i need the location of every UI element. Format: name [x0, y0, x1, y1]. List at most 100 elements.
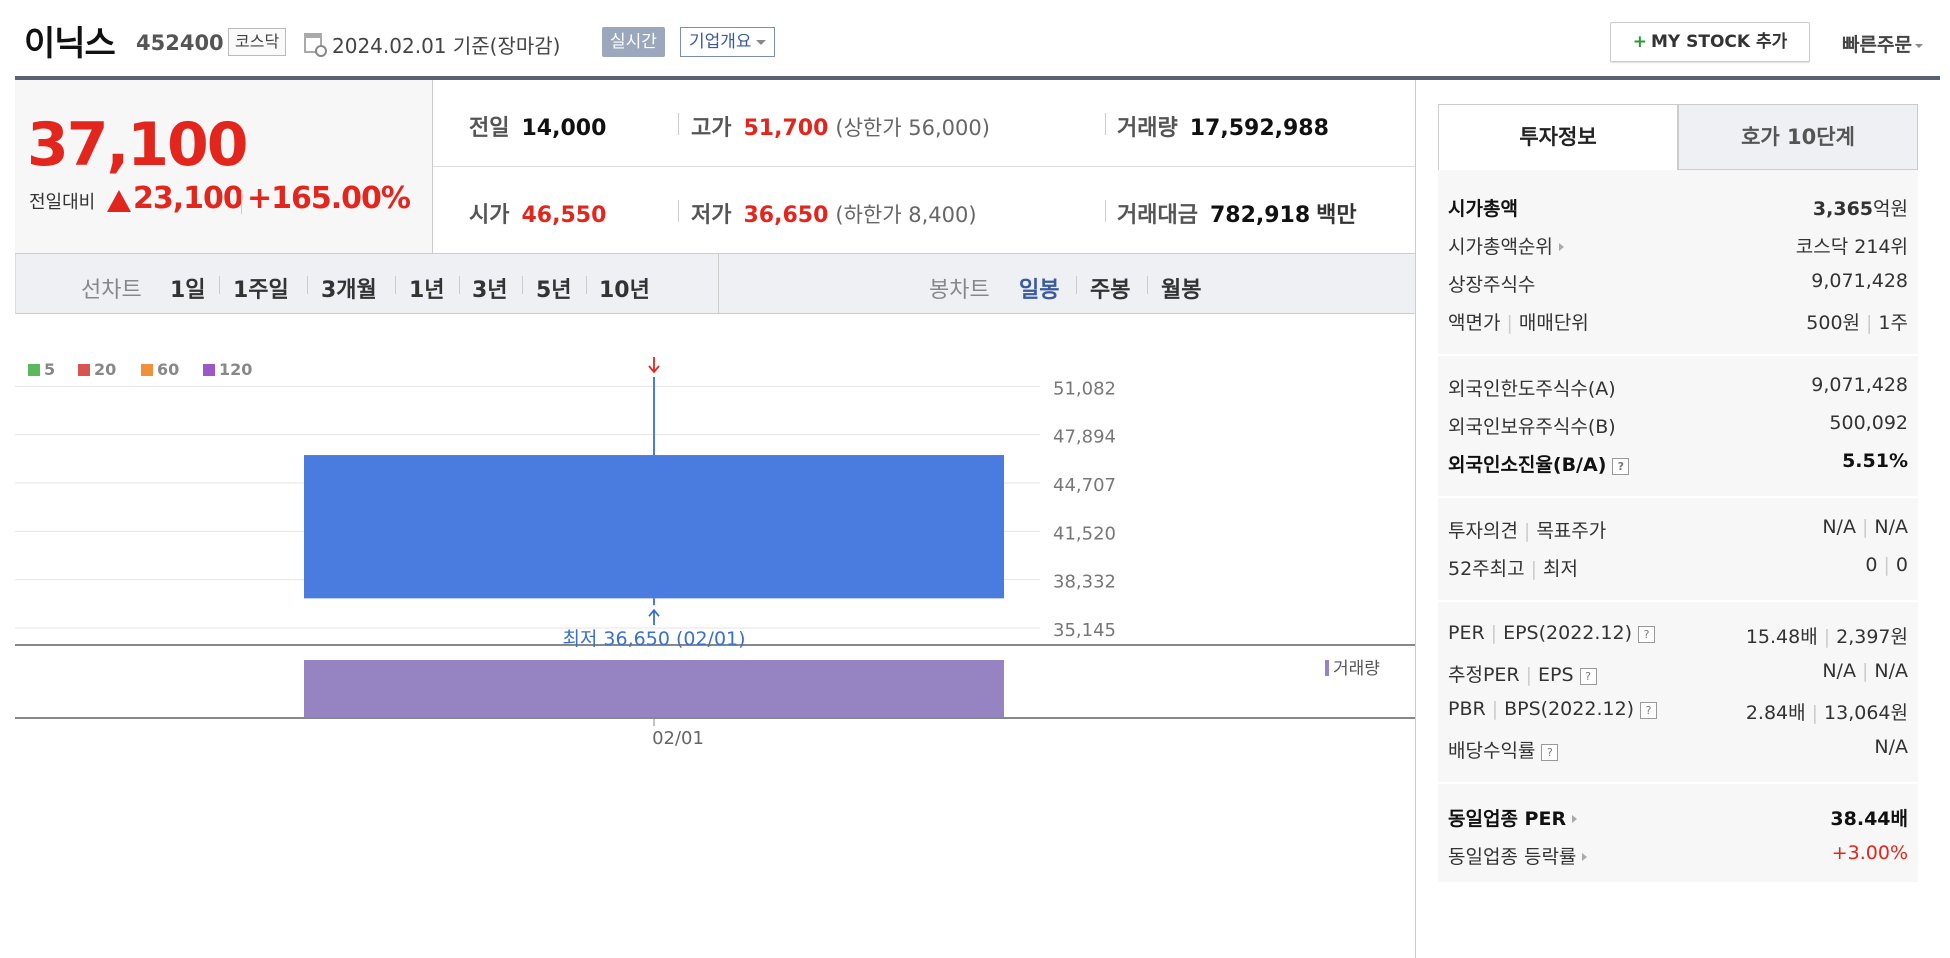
foreign-limit-row: 외국인한도주식수(A) 9,071,428	[1448, 374, 1908, 404]
volume-bar	[304, 660, 1004, 717]
add-my-stock-button[interactable]: + MY STOCK 추가	[1610, 22, 1810, 62]
help-icon[interactable]: ?	[1579, 668, 1597, 685]
sector-per-row[interactable]: 동일업종 PER 38.44배	[1448, 804, 1908, 834]
legend-swatch	[78, 364, 90, 376]
sector-change-value: +3.00%	[1831, 842, 1908, 864]
week52-low-value: 0	[1895, 554, 1908, 576]
period-3y[interactable]: 3년	[472, 278, 508, 303]
help-icon[interactable]: ?	[1541, 744, 1559, 761]
chevron-right-icon	[1582, 853, 1588, 861]
chevron-right-icon	[1558, 243, 1564, 251]
change-label: 전일대비	[29, 192, 96, 213]
legend-ma20: 20	[78, 360, 116, 379]
unit-label: 매매단위	[1518, 312, 1589, 334]
per-value: 15.48배	[1745, 626, 1818, 648]
candle-monthly[interactable]: 월봉	[1161, 278, 1202, 303]
sector-per-label: 동일업종 PER	[1448, 808, 1567, 830]
right-divider	[1415, 80, 1416, 958]
y-tick-label: 35,145	[1053, 620, 1116, 641]
open-value: 46,550	[521, 203, 607, 228]
per-eps-row: PER | EPS(2022.12)? 15.48배 | 2,397원	[1448, 622, 1908, 648]
foreign-hold-value: 500,092	[1829, 412, 1908, 434]
shares-row: 상장주식수 9,071,428	[1448, 270, 1908, 300]
shares-value: 9,071,428	[1811, 270, 1908, 292]
help-icon[interactable]: ?	[1638, 626, 1656, 643]
divider	[1076, 276, 1077, 294]
chevron-down-icon	[1914, 43, 1923, 48]
upper-limit: (상한가 56,000)	[835, 116, 990, 140]
candle-body	[304, 455, 1004, 599]
up-arrow-icon	[648, 608, 660, 626]
market-cap-unit: 억원	[1873, 198, 1908, 220]
divider	[678, 200, 679, 222]
candle-weekly[interactable]: 주봉	[1090, 278, 1131, 303]
market-cap-label: 시가총액	[1448, 198, 1518, 220]
divider	[395, 276, 396, 294]
prev-close: 전일 14,000	[469, 110, 606, 142]
amount-value: 782,918	[1209, 203, 1311, 228]
opinion-row: 투자의견 | 목표주가 N/A | N/A	[1448, 516, 1908, 542]
realtime-button[interactable]: 실시간	[602, 27, 665, 57]
est-per-row: 추정PER | EPS? N/A | N/A	[1448, 660, 1908, 686]
period-5y[interactable]: 5년	[536, 278, 572, 303]
est-eps-label: EPS	[1538, 664, 1574, 686]
y-tick-label: 51,082	[1053, 378, 1116, 399]
par-label: 액면가	[1448, 312, 1501, 334]
opinion-value: N/A	[1822, 516, 1856, 538]
low-value: 36,650	[743, 203, 829, 228]
legend-label: 60	[157, 360, 180, 379]
candle-chart[interactable]: 54,269 51,082 47,894 44,707 41,520 38,332 35,1…	[0, 350, 1420, 958]
dividend-label: 배당수익률	[1448, 740, 1536, 762]
y-tick-label: 54,269	[1053, 350, 1116, 351]
market-cap-row: 시가총액 3,365억원	[1448, 194, 1908, 224]
candle-daily[interactable]: 일봉	[1019, 278, 1060, 303]
line-chart-label: 선차트	[81, 278, 142, 303]
foreign-hold-label: 외국인보유주식수(B)	[1448, 416, 1616, 438]
cap-rank-label: 시가총액순위	[1448, 236, 1553, 258]
bps-label: BPS	[1504, 698, 1541, 720]
period-1y[interactable]: 1년	[409, 278, 445, 303]
tab-invest-info[interactable]: 투자정보	[1438, 104, 1678, 170]
par-unit-row: 액면가 | 매매단위 500원 | 1주	[1448, 312, 1908, 334]
foreign-ratio-label: 외국인소진율(B/A)	[1448, 454, 1607, 476]
legend-swatch	[203, 364, 215, 376]
volume-value: 17,592,988	[1189, 116, 1329, 141]
pbr-label: PBR	[1448, 698, 1486, 720]
tab-orderbook[interactable]: 호가 10단계	[1678, 104, 1918, 170]
legend-swatch	[28, 364, 40, 376]
quick-order-label: 빠른주문	[1842, 34, 1912, 56]
quick-order-menu[interactable]: 빠른주문	[1842, 30, 1923, 57]
period-10y[interactable]: 10년	[599, 278, 650, 303]
help-icon[interactable]: ?	[1612, 458, 1630, 475]
foreign-ratio-value: 5.51%	[1842, 450, 1908, 472]
open-price: 시가 46,550	[469, 197, 606, 229]
plus-icon: +	[1632, 32, 1647, 52]
est-eps-value: N/A	[1874, 660, 1908, 682]
divider	[678, 113, 679, 135]
period-3m[interactable]: 3개월	[321, 278, 377, 303]
foreign-hold-row: 외국인보유주식수(B) 500,092	[1448, 412, 1908, 442]
stock-name: 이닉스	[24, 24, 116, 64]
section-divider	[1438, 496, 1918, 498]
cap-rank-row[interactable]: 시가총액순위 코스닥 214위	[1448, 232, 1908, 262]
period-1w[interactable]: 1주일	[233, 278, 289, 303]
invest-info-panel: 시가총액 3,365억원 시가총액순위 코스닥 214위 상장주식수 9,071,42…	[1438, 170, 1918, 882]
divider	[718, 254, 719, 314]
base-date: 2024.02.01 기준(장마감)	[332, 34, 561, 58]
target-label: 목표주가	[1536, 520, 1607, 542]
unit-value: 1주	[1878, 312, 1908, 334]
sector-change-row[interactable]: 동일업종 등락률 +3.00%	[1448, 842, 1908, 872]
per-label: PER	[1448, 622, 1485, 644]
low-annotation: 최저 36,650 (02/01)	[562, 628, 745, 650]
opinion-label: 투자의견	[1448, 520, 1518, 542]
company-overview-dropdown[interactable]: 기업개요	[680, 27, 775, 57]
period-1d[interactable]: 1일	[170, 278, 206, 303]
volume-label: 거래량	[1117, 116, 1178, 141]
pbr-value: 2.84배	[1745, 702, 1806, 724]
help-icon[interactable]: ?	[1640, 702, 1658, 719]
section-divider	[1438, 354, 1918, 356]
price-summary: 37,100 전일대비 23,100 +165.00%	[15, 80, 433, 254]
high-value: 51,700	[743, 116, 829, 141]
bps-period: (2022.12)	[1540, 698, 1635, 720]
amount-unit: 백만	[1316, 203, 1357, 228]
